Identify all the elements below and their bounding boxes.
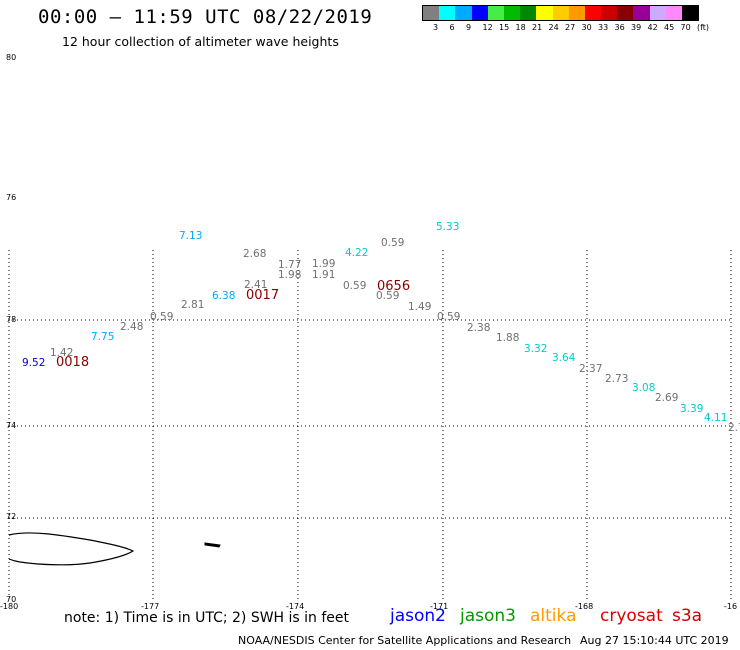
wave-height-value: 0.59 bbox=[381, 237, 404, 249]
legend-swatch bbox=[536, 6, 553, 20]
latitude-label: 80 bbox=[6, 53, 16, 62]
wave-height-value: 2.73 bbox=[605, 373, 628, 385]
wave-height-value: 1.77 bbox=[278, 259, 301, 271]
legend-swatch bbox=[584, 6, 602, 20]
longitude-label: -174 bbox=[286, 602, 304, 611]
legend-swatch bbox=[487, 6, 504, 20]
latitude-label: 74 bbox=[6, 421, 16, 430]
wave-height-value: 2.41 bbox=[244, 279, 267, 291]
legend-label: 33 bbox=[598, 23, 609, 32]
legend-swatch bbox=[455, 6, 472, 20]
legend-swatch bbox=[568, 6, 585, 20]
legend-swatch bbox=[552, 6, 569, 20]
wave-height-value: 2.81 bbox=[181, 299, 204, 311]
legend-label: 9 bbox=[466, 23, 472, 32]
wave-height-value: 1.88 bbox=[496, 332, 519, 344]
wave-height-value: 7.75 bbox=[91, 331, 114, 343]
legend-swatch bbox=[439, 6, 456, 20]
wave-height-value: 4.11 bbox=[704, 412, 727, 424]
wave-height-value: 4.22 bbox=[345, 247, 368, 259]
wave-height-value: 1.99 bbox=[312, 258, 335, 270]
wave-height-value: 1.42 bbox=[50, 347, 73, 359]
longitude-label: -16 bbox=[724, 602, 737, 611]
wave-height-value: 0.59 bbox=[376, 290, 399, 302]
wave-height-value: 2.48 bbox=[120, 321, 143, 333]
legend-swatch bbox=[649, 6, 666, 20]
legend-label: 21 bbox=[532, 23, 543, 32]
satellite-altika: altika bbox=[530, 606, 577, 626]
wave-height-value: 1.91 bbox=[312, 269, 335, 281]
latitude-label: 76 bbox=[6, 193, 16, 202]
wave-height-value: 2.69 bbox=[655, 392, 678, 404]
satellite-jason2: jason2 bbox=[390, 606, 446, 626]
island-outline bbox=[204, 542, 221, 548]
legend-label: 36 bbox=[614, 23, 625, 32]
chart-subtitle: 12 hour collection of altimeter wave hei… bbox=[62, 34, 339, 49]
footer-note: note: 1) Time is in UTC; 2) SWH is in fe… bbox=[64, 610, 350, 626]
legend-color-bar bbox=[422, 5, 700, 21]
legend-label: 45 bbox=[664, 23, 675, 32]
chart-title: 00:00 — 11:59 UTC 08/22/2019 bbox=[38, 6, 373, 28]
legend-swatch bbox=[601, 6, 618, 20]
coastline bbox=[8, 532, 135, 566]
wave-height-value: 2.7 bbox=[728, 422, 740, 434]
wave-height-value: 3.08 bbox=[632, 382, 655, 394]
legend-swatch bbox=[423, 6, 440, 20]
legend-value-labels: 3 6 9 12 15 18 21 24 27 30 33 36 39 42 45 70 (ft) bbox=[422, 23, 709, 37]
legend-label: 70 bbox=[680, 23, 691, 32]
satellite-s3a: s3a bbox=[672, 606, 703, 626]
satellite-cryosat: cryosat bbox=[600, 606, 663, 626]
wave-height-value: 1.98 bbox=[278, 269, 301, 281]
legend-swatch bbox=[682, 6, 699, 20]
legend-label: 3 bbox=[433, 23, 439, 32]
wave-height-value: 0.59 bbox=[437, 311, 460, 323]
legend-swatch bbox=[665, 6, 682, 20]
longitude-label: -180 bbox=[0, 602, 18, 611]
wave-height-value: 0.59 bbox=[343, 280, 366, 292]
legend-label: 30 bbox=[581, 23, 592, 32]
latitude-label: 78 bbox=[6, 315, 16, 324]
latitude-label: 70 bbox=[6, 595, 16, 604]
legend-swatch bbox=[633, 6, 650, 20]
legend-swatch bbox=[471, 6, 488, 20]
legend-swatch bbox=[503, 6, 521, 20]
wave-height-value: 7.13 bbox=[179, 230, 202, 242]
wave-height-value: 2.38 bbox=[467, 322, 490, 334]
legend-label: 12 bbox=[482, 23, 493, 32]
wave-height-value: 2.68 bbox=[243, 248, 266, 260]
wave-height-value: 9.52 bbox=[22, 357, 45, 369]
legend-swatch bbox=[617, 6, 634, 20]
legend-label: 24 bbox=[548, 23, 559, 32]
wave-height-value: 3.39 bbox=[680, 403, 703, 415]
legend-label: 27 bbox=[565, 23, 576, 32]
longitude-label: -171 bbox=[430, 602, 448, 611]
wave-height-value: 2.37 bbox=[579, 363, 602, 375]
credit-line: NOAA/NESDIS Center for Satellite Applica… bbox=[238, 634, 572, 647]
wave-height-value: 6.38 bbox=[212, 290, 235, 302]
wave-height-value: 1.49 bbox=[408, 301, 431, 313]
legend-label: (ft) bbox=[697, 23, 710, 32]
legend-label: 39 bbox=[631, 23, 642, 32]
legend-label: 15 bbox=[499, 23, 510, 32]
legend-label: 6 bbox=[449, 23, 455, 32]
legend-swatch bbox=[520, 6, 537, 20]
legend-label: 42 bbox=[647, 23, 658, 32]
wave-height-value: 5.33 bbox=[436, 221, 459, 233]
pass-time-label: 0018 bbox=[56, 355, 89, 370]
latitude-label: 72 bbox=[6, 512, 16, 521]
wave-height-value: 0.59 bbox=[150, 311, 173, 323]
pass-time-label: 0017 bbox=[246, 288, 279, 303]
wave-height-value: 3.64 bbox=[552, 352, 576, 364]
wave-height-value: 3.32 bbox=[524, 343, 547, 355]
generation-timestamp: Aug 27 15:10:44 UTC 2019 bbox=[580, 634, 729, 647]
legend-label: 18 bbox=[515, 23, 526, 32]
color-legend: 3 6 9 12 15 18 21 24 27 30 33 36 39 42 45 70 (ft) bbox=[422, 5, 709, 37]
longitude-label: -177 bbox=[141, 602, 159, 611]
pass-time-label: 0656 bbox=[377, 279, 410, 294]
satellite-jason3: jason3 bbox=[460, 606, 516, 626]
longitude-label: -168 bbox=[575, 602, 593, 611]
